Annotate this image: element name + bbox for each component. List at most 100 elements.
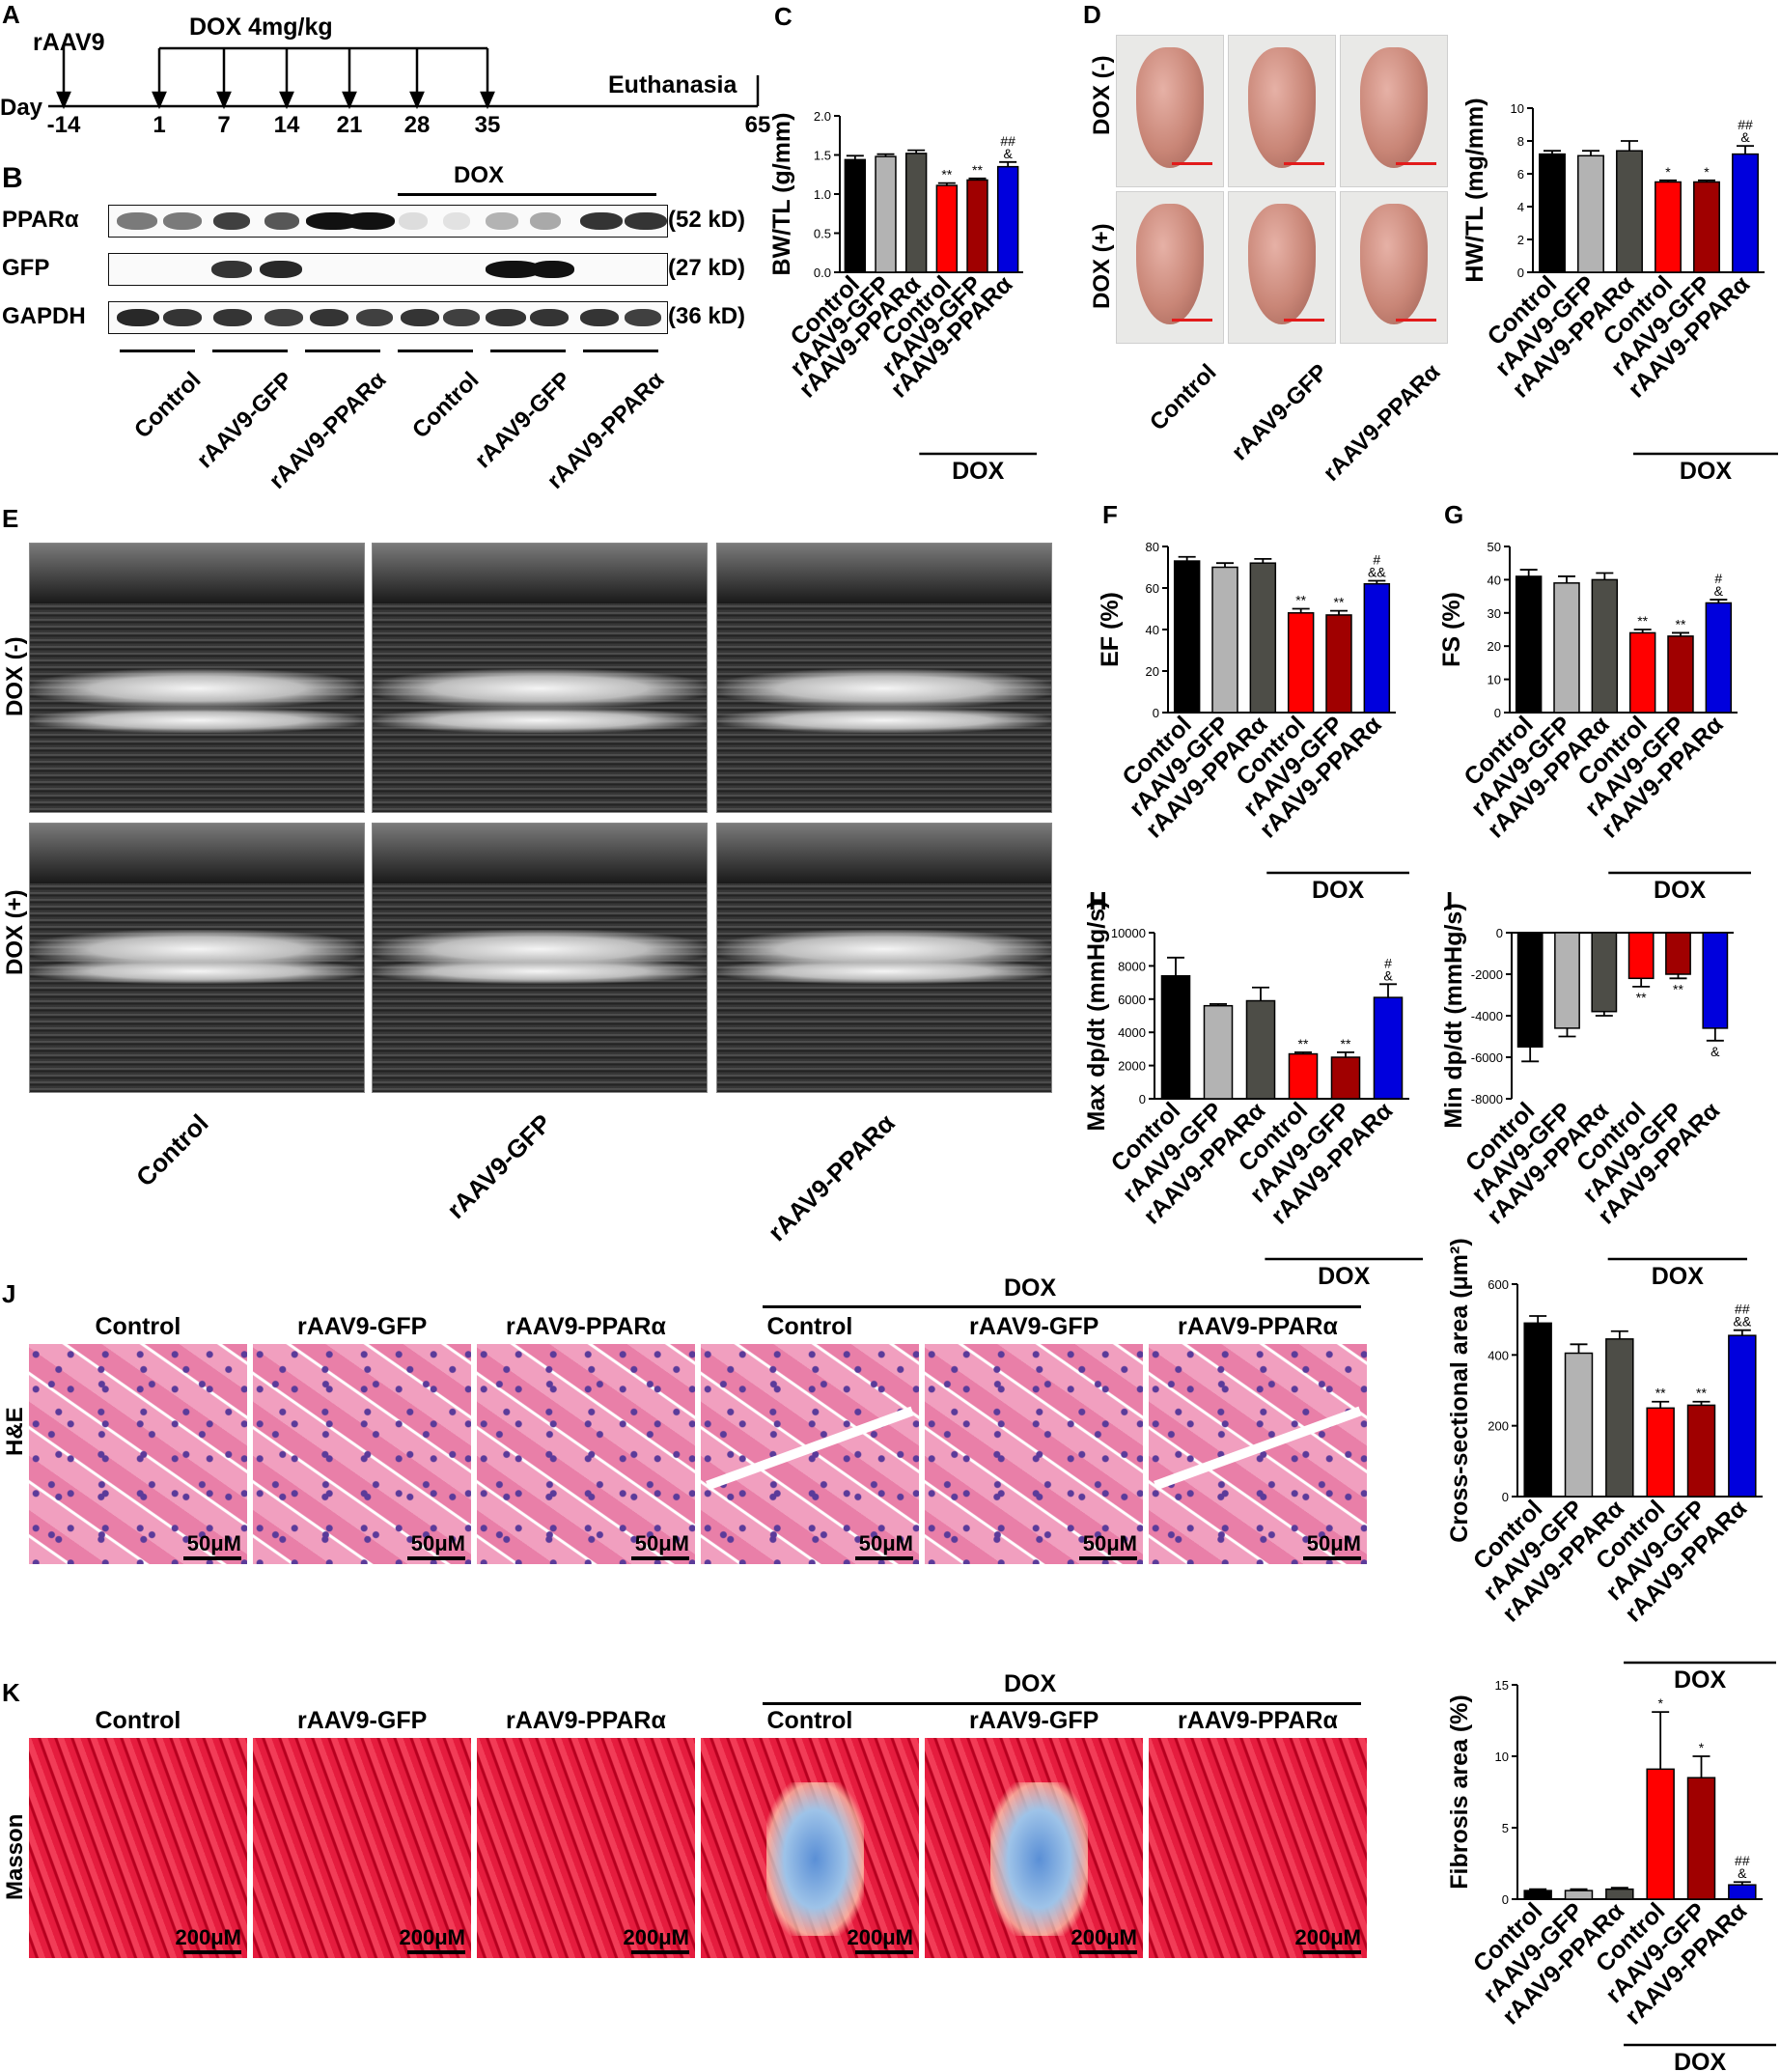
heart-organ	[1359, 204, 1429, 325]
timeline-day-6: 35	[474, 112, 501, 138]
y-tick-label: 0.5	[814, 227, 831, 241]
significance-label: &	[1738, 1865, 1747, 1881]
significance-label: **	[1295, 593, 1306, 608]
blot-band	[580, 212, 623, 230]
masson-images-image-3: 200μM	[701, 1738, 919, 1958]
blot-band	[530, 309, 569, 326]
y-tick-label: -2000	[1471, 967, 1503, 982]
heart-photo-1-2	[1340, 191, 1448, 344]
bar	[1553, 582, 1580, 714]
masson-images-scalebar-5: 200μM	[1295, 1925, 1361, 1954]
blot-row-0	[108, 205, 668, 238]
panel-e-letter: E	[2, 504, 19, 533]
y-tick-label: 4	[1517, 200, 1524, 214]
significance-label: **	[1341, 1036, 1351, 1051]
masson-images-image-5: 200μM	[1149, 1738, 1367, 1958]
bar	[1373, 996, 1404, 1100]
y-tick-label: 0	[1502, 1490, 1509, 1504]
bar	[996, 165, 1019, 273]
significance-label: **	[1676, 616, 1686, 631]
bar	[1554, 932, 1580, 1029]
significance-label: &	[1383, 967, 1393, 983]
bar	[1564, 1352, 1594, 1498]
significance-label: **	[1696, 1386, 1707, 1401]
echo-image-1-1	[372, 823, 708, 1093]
he-dox-line	[763, 1305, 1361, 1308]
blot-band	[345, 212, 395, 230]
bar	[1728, 1334, 1757, 1498]
echo-wave	[373, 669, 707, 708]
he-stain-label: H&E	[2, 1407, 28, 1456]
significance-label: *	[1699, 1740, 1705, 1755]
significance-label: ##	[1735, 1302, 1750, 1317]
he-images-group-label-1: rAAV9-GFP	[297, 1313, 428, 1340]
y-tick-label: 0	[1496, 926, 1503, 940]
blot-band	[625, 212, 667, 230]
y-tick-label: 6	[1517, 167, 1524, 182]
masson-images-image-0: 200μM	[29, 1738, 247, 1958]
y-tick-label: 5	[1502, 1821, 1509, 1835]
significance-label: **	[1637, 613, 1648, 629]
bar	[1249, 562, 1277, 714]
scale-line	[407, 1556, 465, 1560]
bar	[1211, 566, 1238, 714]
y-tick-label: 0	[1494, 706, 1501, 720]
y-axis-label: Max dp/dt (mmHg/s)	[1083, 901, 1110, 1132]
timeline-dose-label: DOX 4mg/kg	[189, 14, 333, 41]
timeline-arrowhead-1	[152, 91, 167, 110]
blot-band	[356, 309, 393, 326]
echo-wave	[373, 708, 707, 733]
y-tick-label: 0	[1502, 1892, 1509, 1907]
echo-wave	[30, 669, 364, 708]
he-images-image-1: 50μM	[253, 1344, 471, 1564]
heart-organ	[1359, 47, 1429, 169]
y-tick-label: 15	[1495, 1678, 1509, 1693]
significance-label: &&	[1368, 564, 1386, 579]
blot-band	[163, 212, 202, 230]
y-axis-label: EF (%)	[1097, 592, 1124, 667]
y-tick-label: 60	[1146, 581, 1159, 596]
scale-line	[183, 1556, 241, 1560]
significance-label: &	[1003, 146, 1013, 161]
dox-group-label: DOX	[1654, 877, 1707, 904]
he-images-scalebar-0: 50μM	[183, 1531, 241, 1560]
masson-images-image-1: 200μM	[253, 1738, 471, 1958]
scale-text: 50μM	[858, 1531, 913, 1555]
y-tick-label: 8000	[1118, 959, 1146, 973]
blot-band	[310, 309, 348, 326]
bar	[1539, 153, 1566, 273]
blot-group-label-3: Control	[406, 367, 485, 444]
fibrosis-region	[989, 1781, 1089, 1937]
y-tick-label: 10000	[1111, 926, 1146, 940]
scale-text: 50μM	[1082, 1531, 1137, 1555]
bar	[1288, 1052, 1319, 1100]
bar	[1591, 932, 1618, 1013]
echo-image-0-1	[372, 543, 708, 813]
blot-band	[211, 261, 252, 278]
bar	[1693, 181, 1720, 273]
panel-j-letter: J	[2, 1279, 16, 1308]
echo-top-band	[373, 824, 707, 883]
significance-label: #	[1384, 955, 1392, 970]
scale-line	[1079, 1950, 1137, 1954]
timeline-day-1: 1	[153, 112, 166, 138]
echo-image-0-2	[716, 543, 1052, 813]
echo-top-band	[30, 824, 364, 883]
blot-dox-label: DOX	[454, 162, 505, 188]
significance-label: **	[1673, 981, 1683, 996]
blot-band	[486, 309, 526, 326]
masson-stain-label: Masson	[2, 1813, 28, 1900]
blot-group-line-0	[120, 350, 195, 352]
echo-top-band	[373, 544, 707, 603]
y-tick-label: 2000	[1118, 1059, 1146, 1074]
heart-dox-pos-label: DOX (+)	[1089, 223, 1115, 309]
panel-letter: C	[774, 2, 793, 31]
blot-size-label-0: (52 kD)	[668, 207, 746, 233]
masson-images-scalebar-2: 200μM	[624, 1925, 689, 1954]
significance-label: *	[1704, 164, 1710, 180]
masson-images-group-label-4: rAAV9-GFP	[969, 1707, 1099, 1734]
bar	[1173, 560, 1201, 714]
he-images-scalebar-1: 50μM	[407, 1531, 465, 1560]
scale-line	[1303, 1950, 1361, 1954]
